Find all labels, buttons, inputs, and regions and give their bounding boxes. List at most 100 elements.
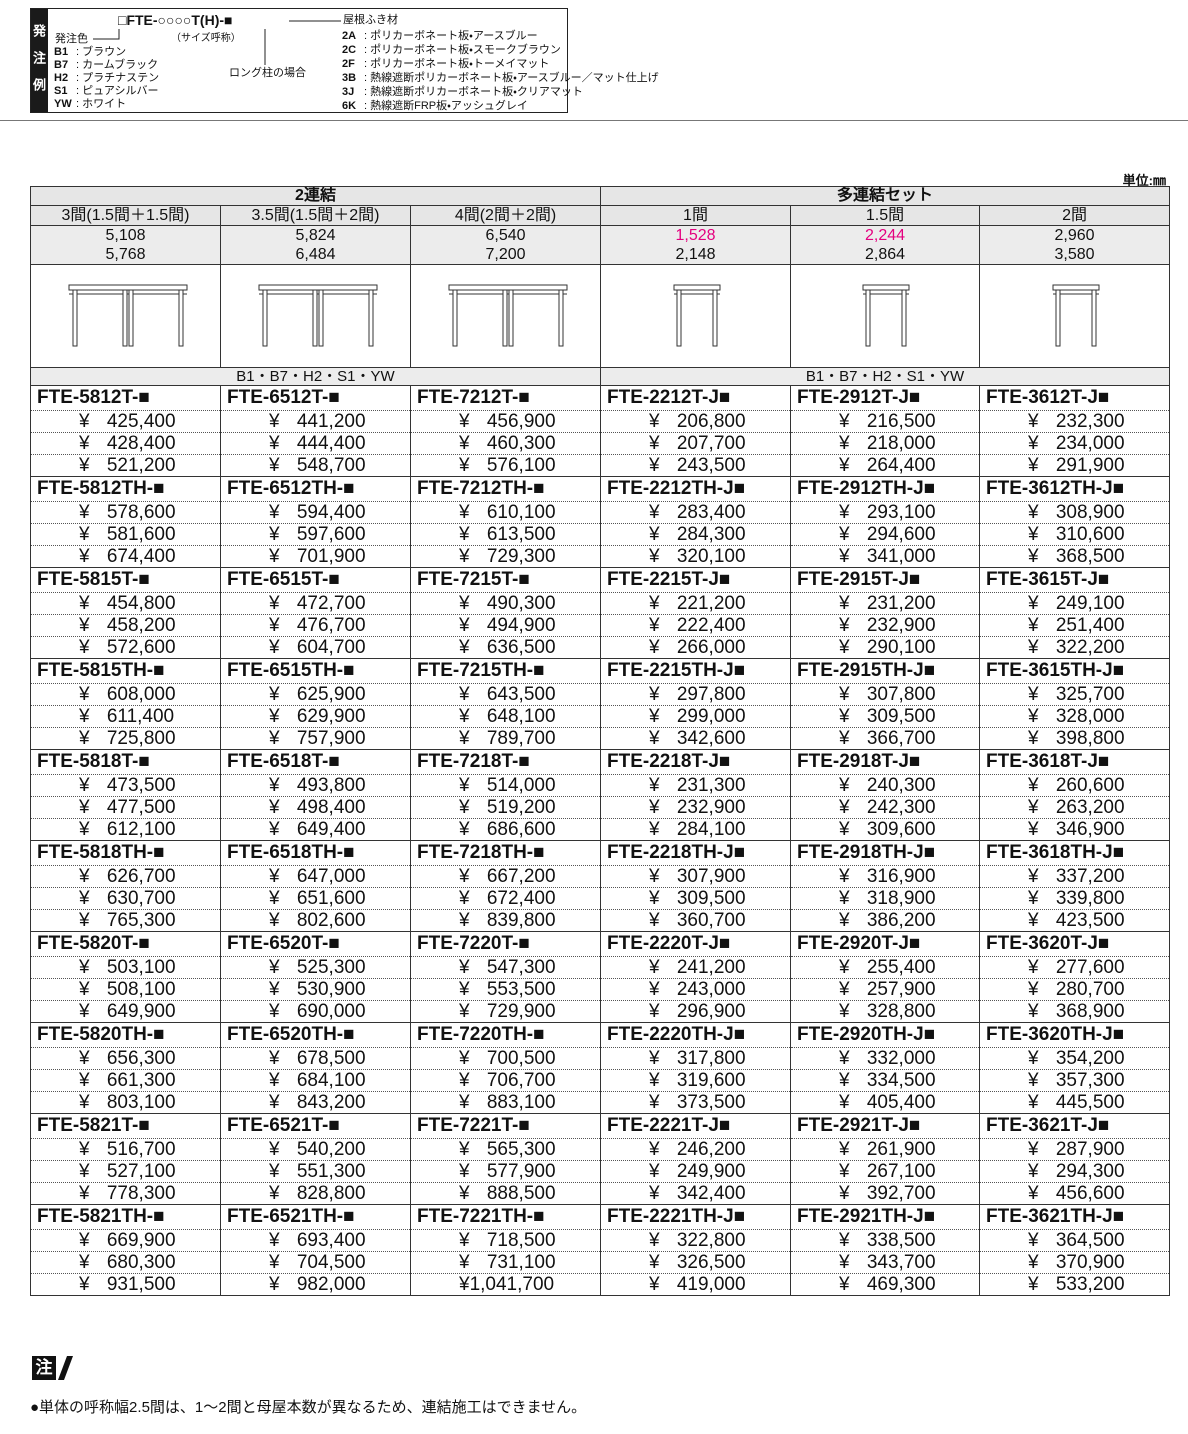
- price-cell: ¥ 357,300: [978, 1069, 1171, 1092]
- price-cell: ¥ 577,900: [410, 1160, 601, 1183]
- price-cell: ¥ 319,600: [600, 1069, 791, 1092]
- list-row: 2F: ポリカーボネート板・トーメイマット: [342, 57, 659, 71]
- image-cell: [30, 264, 221, 368]
- price-cell: ¥ 503,100: [30, 956, 221, 979]
- price-cell: ¥ 626,700: [30, 865, 221, 888]
- model-row: FTE-5812T-■ FTE-6512T-■ FTE-7212T-■ FTE-221…: [30, 385, 1171, 411]
- code: 6K: [342, 100, 357, 112]
- price-cell: ¥ 661,300: [30, 1069, 221, 1092]
- price-cell: ¥ 456,600: [978, 1182, 1171, 1205]
- price-row: ¥ 656,300 ¥ 678,500 ¥ 700,500 ¥ 317,800 ¥ 33…: [30, 1047, 1171, 1070]
- price-row: ¥ 458,200 ¥ 476,700 ¥ 494,900 ¥ 222,400 ¥ 23…: [30, 614, 1171, 637]
- price-cell: ¥ 308,900: [978, 501, 1171, 524]
- model-cell: FTE-3612T-J■: [978, 385, 1171, 411]
- price-cell: ¥ 444,400: [220, 432, 411, 455]
- model-row: FTE-5821T-■ FTE-6521T-■ FTE-7221T-■ FTE-222…: [30, 1113, 1171, 1139]
- price-cell: ¥ 521,200: [30, 454, 221, 477]
- price-cell: ¥ 647,000: [220, 865, 411, 888]
- price-cell: ¥ 341,000: [790, 545, 980, 568]
- price-cell: ¥ 597,600: [220, 523, 411, 546]
- roof-heading: 屋根ふき材: [343, 14, 398, 26]
- model-cell: FTE-2918T-J■: [790, 749, 980, 775]
- model-cell: FTE-2921TH-J■: [790, 1204, 980, 1230]
- price-cell: ¥ 310,600: [978, 523, 1171, 546]
- color-list: B1: ブラウン B7: カームブラック H2: プラチナステン S1: ピュアシルバ…: [54, 46, 159, 111]
- model-cell: FTE-6515TH-■: [220, 658, 411, 684]
- price-cell: ¥ 778,300: [30, 1182, 221, 1205]
- order-connectors: [93, 20, 341, 65]
- price-cell: ¥ 608,000: [30, 683, 221, 706]
- roof-list: 2A: ポリカーボネート板・アースブルー 2C: ポリカーボネート板・スモークブラ…: [342, 29, 659, 113]
- price-table: 2連結 多連結セット 3間(1.5間＋1.5間) 3.5間(1.5間＋2間) 4間(2間…: [30, 186, 1171, 1296]
- price-cell: ¥ 581,600: [30, 523, 221, 546]
- price-cell: ¥ 291,900: [978, 454, 1171, 477]
- price-cell: ¥ 263,200: [978, 796, 1171, 819]
- model-row: FTE-5815T-■ FTE-6515T-■ FTE-7215T-■ FTE-221…: [30, 567, 1171, 593]
- order-band: [31, 9, 48, 112]
- image-cell: [600, 264, 791, 368]
- note-item: ●単体の呼称幅2.5間は、1～2間と母屋本数が異なるため、連結施工はできません。: [30, 1399, 587, 1416]
- model-cell: FTE-2915TH-J■: [790, 658, 980, 684]
- beam: [1052, 284, 1100, 291]
- model-cell: FTE-3620TH-J■: [978, 1022, 1171, 1048]
- price-cell: ¥ 540,200: [220, 1138, 411, 1161]
- price-cell: ¥ 222,400: [600, 614, 791, 637]
- price-cell: ¥ 309,600: [790, 818, 980, 841]
- price-cell: ¥ 828,800: [220, 1182, 411, 1205]
- price-cell: ¥ 684,100: [220, 1069, 411, 1092]
- image-cell: [410, 264, 601, 368]
- model-cell: FTE-2215TH-J■: [600, 658, 791, 684]
- price-cell: ¥ 565,300: [410, 1138, 601, 1161]
- price-cell: ¥ 693,400: [220, 1229, 411, 1252]
- price-cell: ¥ 338,500: [790, 1229, 980, 1252]
- price-cell: ¥ 241,200: [600, 956, 791, 979]
- model-cell: FTE-2921T-J■: [790, 1113, 980, 1139]
- structure-icon: [68, 284, 187, 347]
- price-cell: ¥ 343,700: [790, 1251, 980, 1274]
- model-cell: FTE-3621T-J■: [978, 1113, 1171, 1139]
- model-cell: FTE-7218TH-■: [410, 840, 601, 866]
- price-cell: ¥ 386,200: [790, 909, 980, 932]
- model-cell: FTE-3620T-J■: [978, 931, 1171, 957]
- price-cell: ¥ 469,300: [790, 1273, 980, 1296]
- price-cell: ¥ 982,000: [220, 1273, 411, 1296]
- price-row: ¥ 454,800 ¥ 472,700 ¥ 490,300 ¥ 221,200 ¥ 23…: [30, 592, 1171, 615]
- width-cell: 5,108: [30, 225, 221, 245]
- price-cell: ¥ 234,000: [978, 432, 1171, 455]
- model-cell: FTE-2915T-J■: [790, 567, 980, 593]
- code: 3B: [342, 72, 357, 84]
- width-cell: 2,960: [978, 225, 1171, 245]
- price-cell: ¥ 364,500: [978, 1229, 1171, 1252]
- model-cell: FTE-3621TH-J■: [978, 1204, 1171, 1230]
- model-cell: FTE-5820T-■: [30, 931, 221, 957]
- model-cell: FTE-2920T-J■: [790, 931, 980, 957]
- price-cell: ¥ 757,900: [220, 727, 411, 750]
- price-cell: ¥ 231,300: [600, 774, 791, 797]
- code: 2A: [342, 30, 357, 42]
- price-cell: ¥ 514,000: [410, 774, 601, 797]
- price-cell: ¥ 231,200: [790, 592, 980, 615]
- price-cell: ¥ 473,500: [30, 774, 221, 797]
- price-row: ¥ 931,500 ¥ 982,000 ¥1,041,700 ¥ 419,000 ¥ 4…: [30, 1273, 1171, 1296]
- model-cell: FTE-2920TH-J■: [790, 1022, 980, 1048]
- price-cell: ¥ 277,600: [978, 956, 1171, 979]
- post: [262, 289, 267, 347]
- name: : 熱線遮断ポリカーボネート板・クリアマット: [364, 86, 583, 98]
- price-row: ¥ 630,700 ¥ 651,600 ¥ 672,400 ¥ 309,500 ¥ 31…: [30, 887, 1171, 910]
- price-cell: ¥ 686,600: [410, 818, 601, 841]
- model-cell: FTE-2218TH-J■: [600, 840, 791, 866]
- price-cell: ¥ 612,100: [30, 818, 221, 841]
- price-table-body: 2連結 多連結セット 3間(1.5間＋1.5間) 3.5間(1.5間＋2間) 4間(2間…: [30, 186, 1171, 1296]
- post: [865, 289, 871, 347]
- post: [558, 289, 563, 347]
- width-row: 5,768 6,484 7,200 2,148 2,864 3,580: [30, 245, 1171, 265]
- price-cell: ¥ 493,800: [220, 774, 411, 797]
- model-cell: FTE-6512TH-■: [220, 476, 411, 502]
- name: : ホワイト: [76, 98, 127, 110]
- price-row: ¥ 626,700 ¥ 647,000 ¥ 667,200 ¥ 307,900 ¥ 31…: [30, 865, 1171, 888]
- size-note: （サイズ呼称）: [171, 33, 241, 44]
- price-cell: ¥ 260,600: [978, 774, 1171, 797]
- price-cell: ¥ 206,800: [600, 410, 791, 433]
- price-cell: ¥ 706,700: [410, 1069, 601, 1092]
